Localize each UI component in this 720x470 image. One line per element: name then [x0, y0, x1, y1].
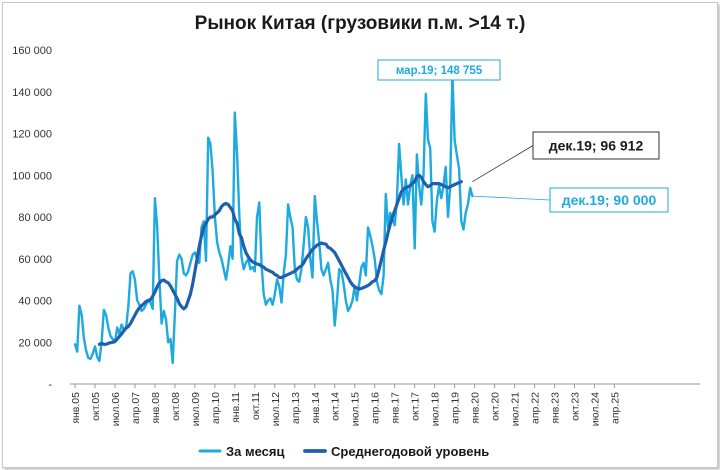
- y-tick-label: 160 000: [12, 45, 52, 57]
- x-tick-label: янв.08: [150, 392, 162, 424]
- x-tick-label: апр.25: [609, 392, 621, 424]
- annotation-leader: [472, 145, 534, 183]
- x-tick-label: окт.17: [410, 392, 422, 421]
- annotations: мар.19; 148 755 дек.19; 96 912 дек.19; 90 …: [377, 59, 669, 213]
- y-tick-label: 40 000: [18, 296, 52, 308]
- annotation-label: дек.19; 96 912: [549, 138, 644, 154]
- legend: За месяц Среднегодовой уровень: [198, 444, 489, 459]
- series-line: [97, 173, 463, 346]
- x-axis: янв.05 окт.05 июл.06 апр.07 янв.08 окт.08 июл.…: [70, 383, 700, 426]
- x-tick-label: апр.22: [530, 392, 542, 424]
- x-tick-label: апр.16: [370, 392, 382, 424]
- annotation-box: [532, 131, 660, 160]
- chart-title: Рынок Китая (грузовики п.м. >14 т.): [195, 13, 526, 34]
- y-axis: - 20 000 40 000 60 000 80 000 100 000 120 000 1…: [12, 45, 52, 391]
- y-tick-label: 140 000: [12, 87, 52, 99]
- x-tick-label: апр.19: [450, 392, 462, 424]
- x-tick-label: янв.14: [310, 392, 322, 424]
- x-tick-label: окт.08: [170, 392, 182, 421]
- x-tick-label: апр.13: [290, 392, 302, 424]
- y-tick-label: 80 000: [18, 212, 52, 224]
- x-tick-label: янв.23: [550, 392, 562, 424]
- y-tick-label: -: [48, 379, 52, 391]
- legend-label: Среднегодовой уровень: [331, 444, 489, 459]
- x-tick-label: июл.21: [510, 392, 522, 426]
- x-tick-label: июл.18: [430, 392, 442, 426]
- x-tick-label: июл.12: [270, 392, 282, 426]
- series-line: [73, 72, 474, 365]
- annotation-box: [549, 187, 669, 213]
- y-tick-label: 60 000: [18, 254, 52, 266]
- x-tick-label: апр.10: [210, 392, 222, 424]
- legend-label: За месяц: [226, 444, 284, 459]
- x-tick-label: июл.06: [110, 392, 122, 426]
- x-tick-label: янв.20: [470, 392, 482, 424]
- x-tick-label: янв.05: [70, 392, 82, 424]
- x-tick-label: июл.09: [190, 392, 202, 426]
- y-tick-label: 100 000: [12, 170, 52, 182]
- y-tick-label: 120 000: [12, 129, 52, 141]
- x-tick-label: июл.15: [350, 392, 362, 426]
- plot-area: [73, 72, 474, 365]
- y-tick-label: 20 000: [18, 337, 52, 349]
- x-tick-label: янв.11: [230, 392, 242, 423]
- annotation-box: [377, 59, 501, 81]
- annotation-leader: [472, 195, 551, 201]
- annotation-label: мар.19; 148 755: [396, 65, 483, 77]
- x-tick-label: янв.17: [390, 392, 402, 424]
- x-tick-label: окт.11: [250, 392, 262, 420]
- x-tick-label: окт.20: [490, 392, 502, 421]
- annotation-label: дек.19; 90 000: [562, 192, 657, 208]
- x-tick-label: апр.07: [130, 392, 142, 424]
- x-tick-label: июл.24: [589, 392, 601, 426]
- x-tick-label: окт.05: [90, 392, 102, 421]
- x-tick-label: окт.14: [330, 392, 342, 421]
- x-tick-label: окт.23: [570, 392, 582, 421]
